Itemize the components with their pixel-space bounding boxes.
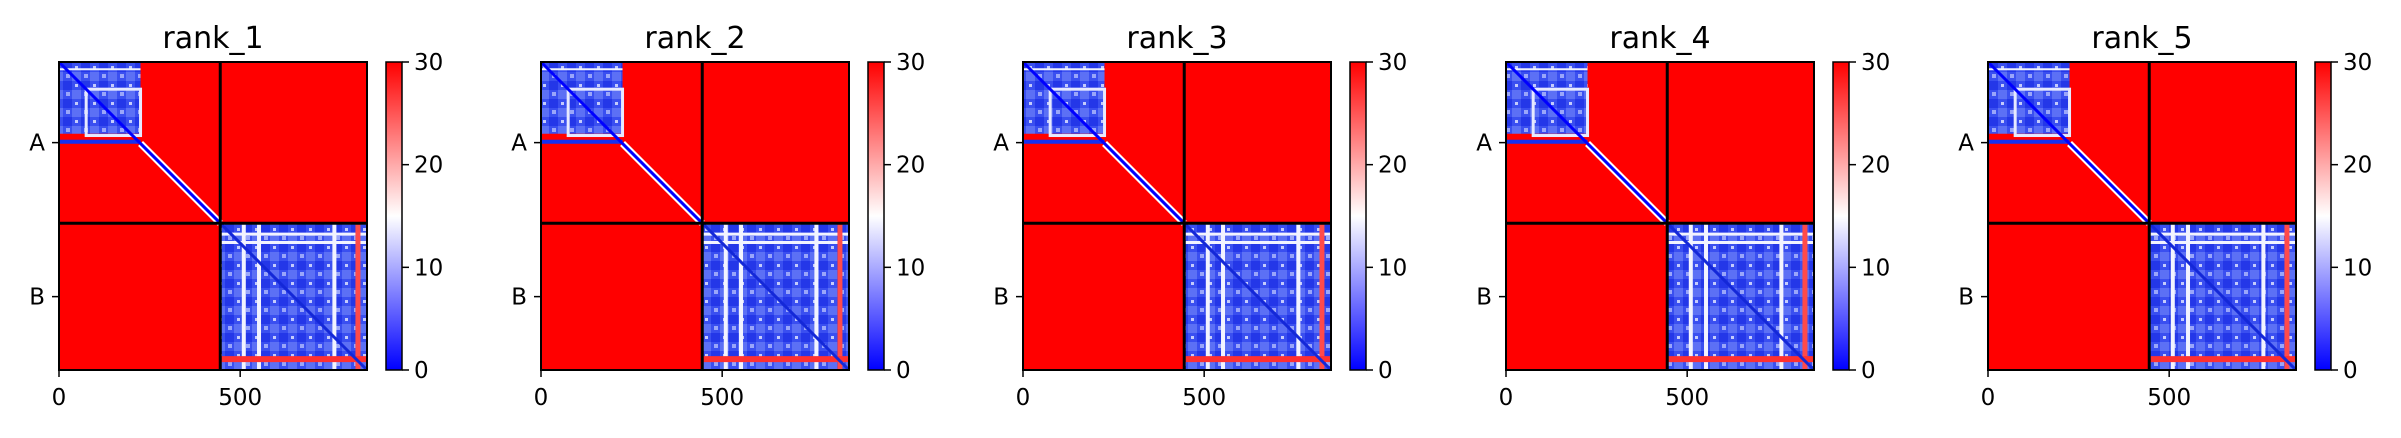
colorbar-tick-label: 30	[414, 50, 443, 76]
chain-b-diagonal	[1183, 222, 1333, 372]
x-tick-label: 500	[218, 385, 262, 411]
y-tick-label: A	[1958, 131, 1974, 157]
y-tick-label: A	[511, 131, 527, 157]
chain-a-subdomain-edge	[2013, 87, 2072, 138]
chain-b-block	[1183, 222, 1333, 372]
chain-b-block	[219, 222, 369, 372]
chain-b-diagonal	[1666, 222, 1816, 372]
x-tick-label: 0	[1981, 385, 1996, 411]
chain-b-diagonal	[701, 222, 851, 372]
colorbar-tick-label: 0	[1861, 358, 1876, 384]
chain-a-subdomain-edge	[1048, 87, 1107, 138]
x-tick-label: 500	[1182, 385, 1226, 411]
chain-a-diagonal	[57, 60, 222, 225]
x-tick-label: 500	[2147, 385, 2191, 411]
chain-a-subdomain-edge	[1531, 87, 1590, 138]
x-tick-label: 0	[1499, 385, 1514, 411]
y-tick-label: B	[29, 285, 45, 311]
chain-a-diagonal	[1986, 60, 2151, 225]
y-tick-label: A	[993, 131, 1009, 157]
colorbar-tick-label: 30	[1378, 50, 1407, 76]
pae-panel-5: rank_5 A B 0 500 0 10 20 30	[1958, 21, 2372, 411]
colorbar: 0 10 20 30	[1832, 50, 1890, 384]
colorbar-tick-label: 20	[1861, 153, 1890, 179]
colorbar-tick-label: 0	[2343, 358, 2358, 384]
colorbar: 0 10 20 30	[2314, 50, 2372, 384]
colorbar: 0 10 20 30	[385, 50, 443, 384]
colorbar-tick-label: 20	[2343, 153, 2372, 179]
panel-title: rank_3	[1126, 21, 1227, 56]
chain-a-diagonal	[1021, 60, 1186, 225]
y-tick-label: A	[29, 131, 45, 157]
chain-b-diagonal	[219, 222, 369, 372]
axes-frame	[58, 61, 368, 371]
colorbar-tick-label: 20	[1378, 153, 1407, 179]
x-tick-label: 500	[1665, 385, 1709, 411]
colorbar-tick-label: 0	[1378, 358, 1393, 384]
chain-b-block	[2148, 222, 2298, 372]
axes-frame	[540, 61, 850, 371]
axes-frame	[1022, 61, 1332, 371]
chain-b-block	[701, 222, 851, 372]
colorbar-tick-label: 10	[1378, 255, 1407, 281]
chain-a-diagonal	[1504, 60, 1669, 225]
colorbar-tick-label: 30	[1861, 50, 1890, 76]
colorbar-tick-label: 30	[2343, 50, 2372, 76]
x-tick-label: 0	[52, 385, 67, 411]
panel-title: rank_5	[2091, 21, 2192, 56]
colorbar-gradient	[1349, 61, 1367, 371]
y-tick-label: B	[511, 285, 527, 311]
panel-title: rank_2	[644, 21, 745, 56]
colorbar: 0 10 20 30	[1349, 50, 1407, 384]
colorbar-tick-label: 20	[896, 153, 925, 179]
colorbar-gradient	[867, 61, 885, 371]
colorbar-tick-label: 30	[896, 50, 925, 76]
pae-panel-3: rank_3 A B 0 500 0 10 20 30	[993, 21, 1407, 411]
colorbar-tick-label: 10	[896, 255, 925, 281]
y-tick-label: B	[1958, 285, 1974, 311]
chain-a-diagonal	[539, 60, 704, 225]
colorbar-tick-label: 10	[1861, 255, 1890, 281]
chain-a-subdomain-edge	[566, 87, 625, 138]
pae-panel-2: rank_2 A B 0 500 0 10 20 30	[511, 21, 925, 411]
pae-panel-4: rank_4 A B 0 500 0 10 20 30	[1476, 21, 1890, 411]
y-tick-label: A	[1476, 131, 1492, 157]
panel-title: rank_4	[1609, 21, 1710, 56]
x-tick-label: 0	[1016, 385, 1031, 411]
colorbar: 0 10 20 30	[867, 50, 925, 384]
colorbar-tick-label: 0	[414, 358, 429, 384]
colorbar-tick-label: 10	[414, 255, 443, 281]
x-tick-label: 500	[700, 385, 744, 411]
panel-title: rank_1	[162, 21, 263, 56]
chain-b-block	[1666, 222, 1816, 372]
chain-a-subdomain-edge	[84, 87, 143, 138]
x-tick-label: 0	[534, 385, 549, 411]
pae-panel-1: rank_1 A B 0 500 0 10 20 30	[29, 21, 443, 411]
chain-b-diagonal	[2148, 222, 2298, 372]
colorbar-tick-label: 10	[2343, 255, 2372, 281]
colorbar-gradient	[385, 61, 403, 371]
axes-frame	[1505, 61, 1815, 371]
colorbar-gradient	[2314, 61, 2332, 371]
colorbar-tick-label: 0	[896, 358, 911, 384]
colorbar-tick-label: 20	[414, 153, 443, 179]
colorbar-gradient	[1832, 61, 1850, 371]
y-tick-label: B	[1476, 285, 1492, 311]
y-tick-label: B	[993, 285, 1009, 311]
axes-frame	[1987, 61, 2297, 371]
